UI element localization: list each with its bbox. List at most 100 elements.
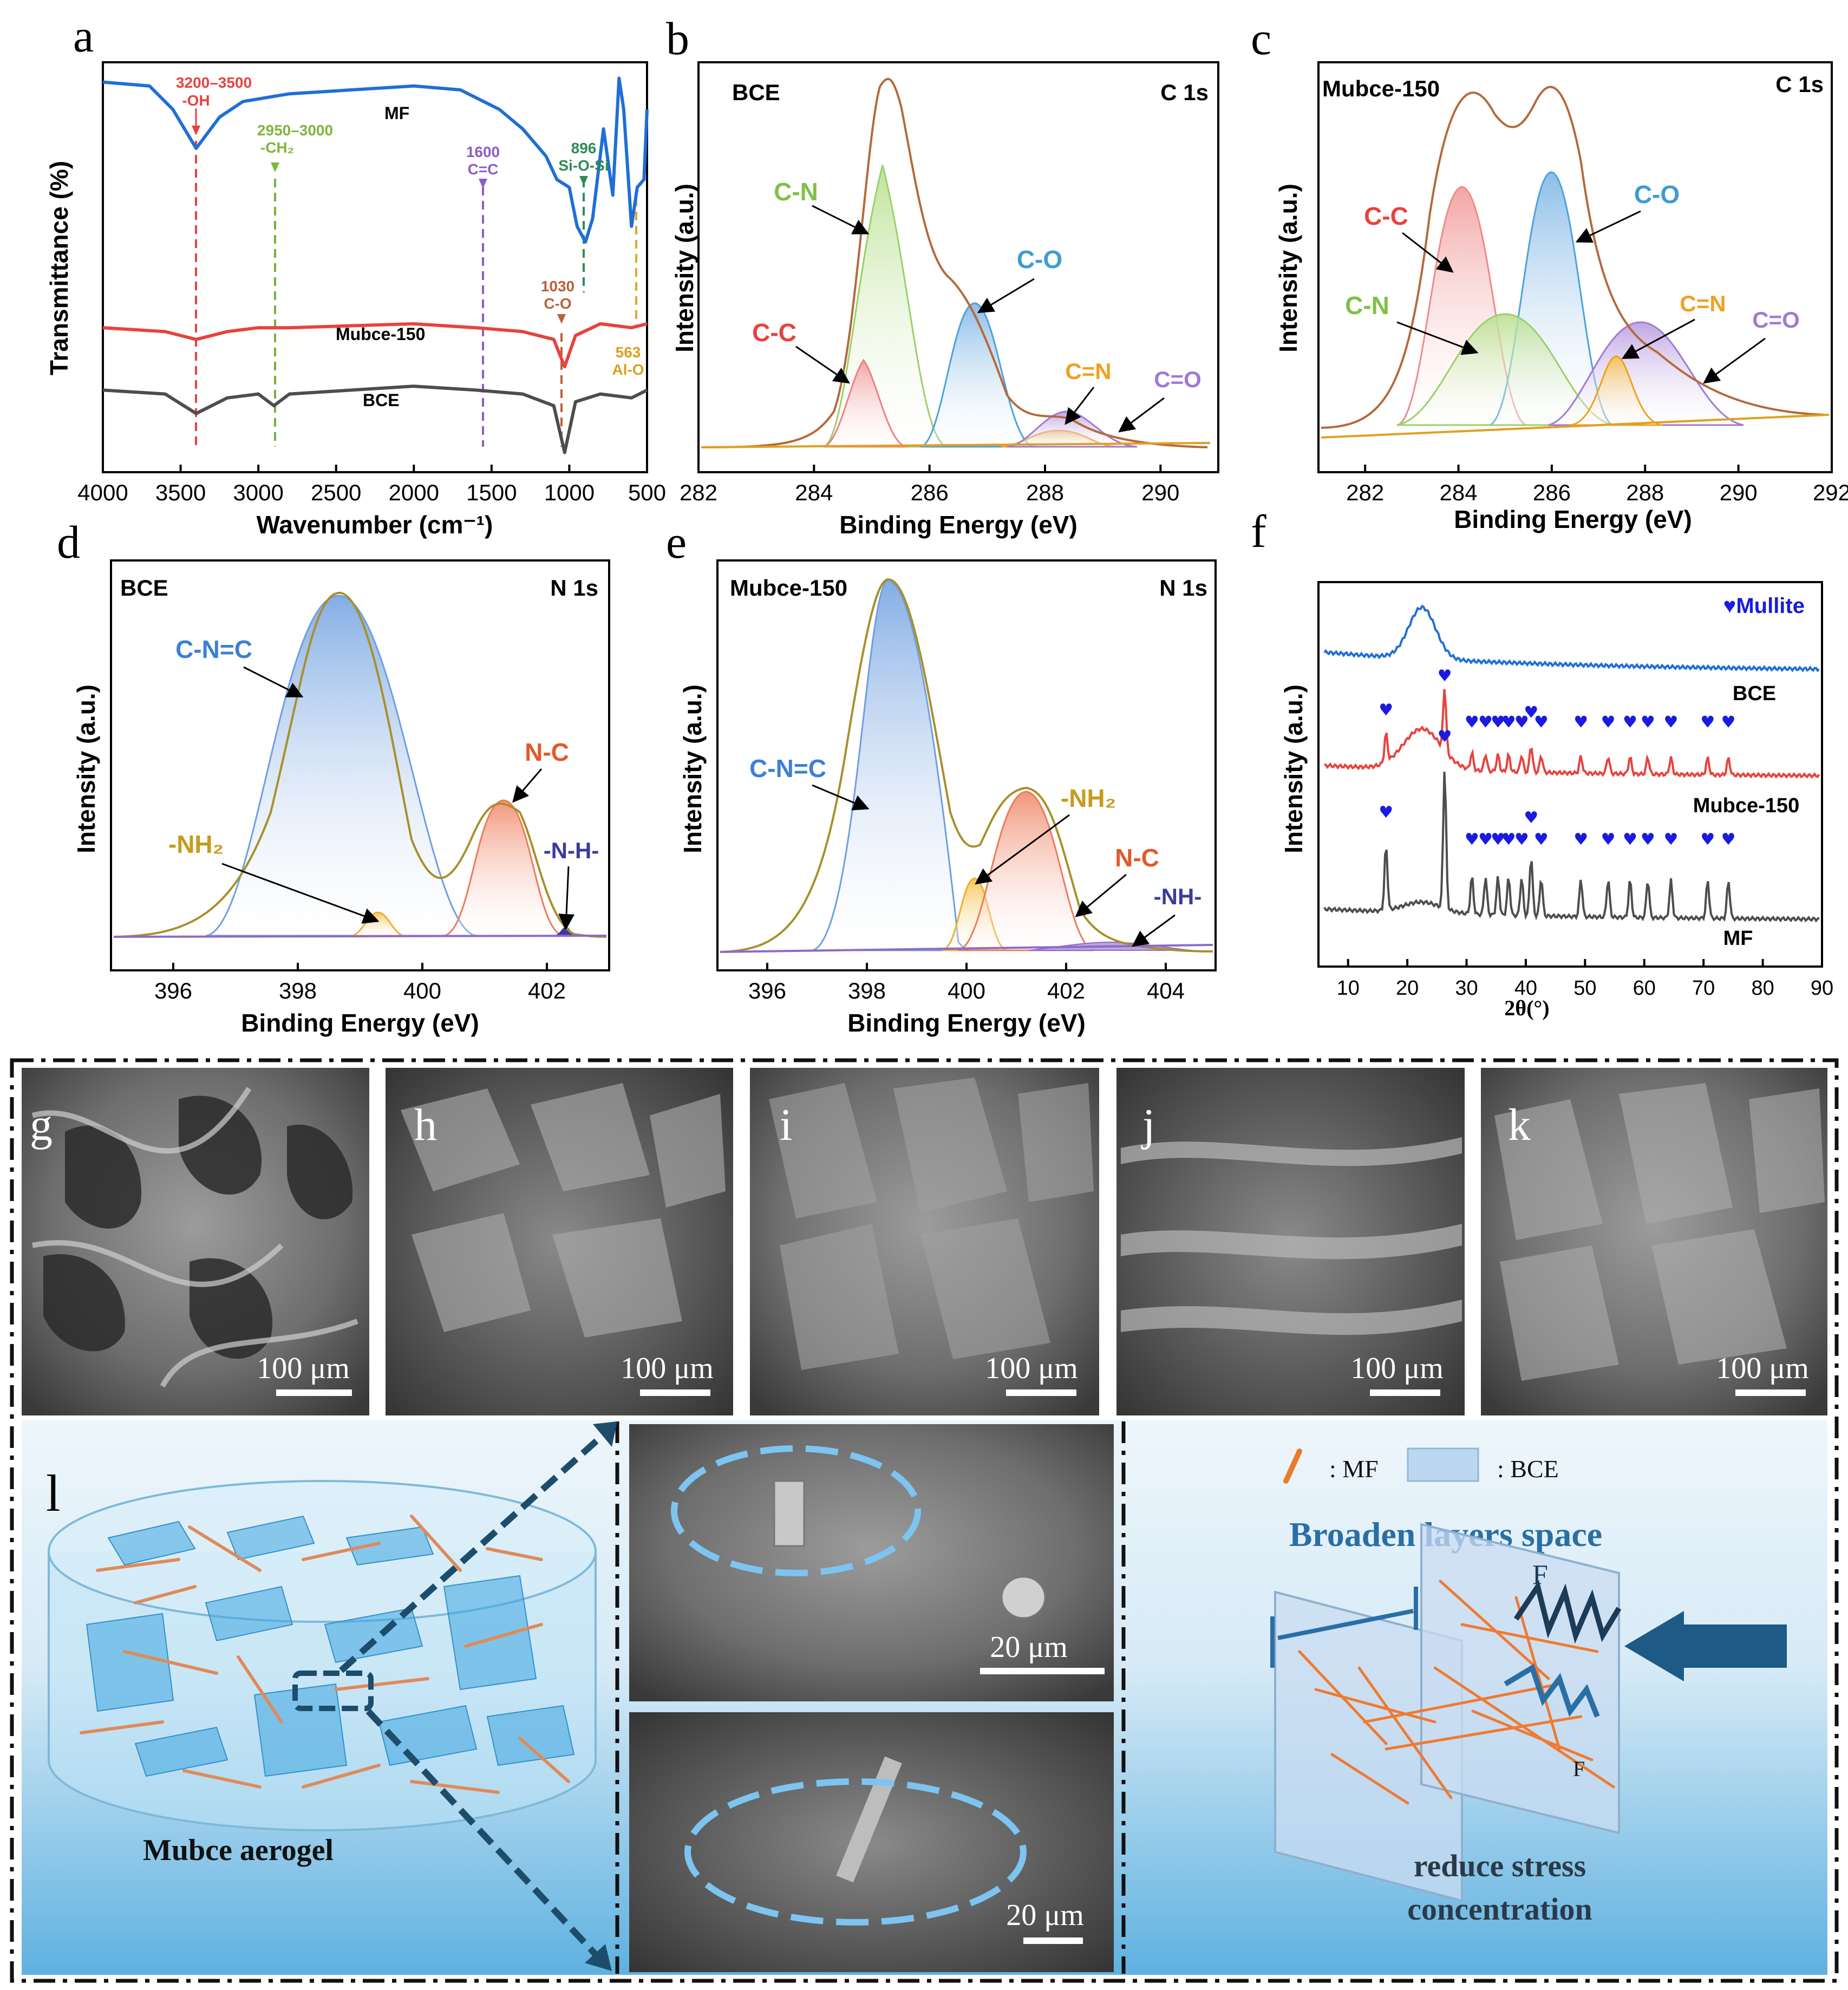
fiber	[1460, 1623, 1599, 1653]
x-tick-label: 400	[948, 978, 985, 1003]
fiber	[302, 1764, 381, 1789]
panel-e-xlabel: Binding Energy (eV)	[847, 1009, 1086, 1037]
panel-f-series	[1323, 604, 1820, 923]
panel-f-mullite-markers: ♥♥♥♥♥♥♥♥♥ ♥ ♥ ♥ ♥ ♥ ♥ ♥♥♥♥♥♥♥♥♥♥ ♥ ♥ ♥ ♥ ♥ ♥ ♥	[1379, 667, 1735, 849]
panel-d-title: BCE	[120, 575, 168, 601]
mullite-marker-icon: ♥	[1438, 667, 1452, 686]
mullite-marker-icon: ♥	[1623, 830, 1637, 849]
peak-b-co	[920, 302, 1035, 448]
sem-scale-text-g: 100 μm	[257, 1352, 350, 1385]
mullite-marker-icon: ♥	[1664, 830, 1679, 849]
panel-d-label-nc: N-C	[525, 738, 569, 766]
sheet	[226, 1515, 315, 1561]
sem-image-i-flakes	[769, 1078, 1094, 1370]
mullite-marker-icon: ♥	[1478, 713, 1493, 732]
panel-f-label-bce: BCE	[1733, 682, 1776, 705]
panel-a-ann-sios-num: 896	[571, 140, 597, 156]
spacing-arrow	[1277, 1609, 1414, 1640]
fiber	[1471, 1710, 1594, 1761]
mullite-marker-icon: ♥	[1700, 830, 1715, 849]
aerogel-cylinder: Mubce aerogel	[48, 1421, 617, 1971]
x-tick-label: 60	[1633, 977, 1656, 1000]
panel-a-ann-ch2-arrowhead	[271, 162, 279, 172]
sem-zoom-bottom-scale-bar	[1023, 1937, 1083, 1944]
panel-letters: a b c d e f	[57, 10, 1271, 568]
zoom-arrowhead-down	[585, 1944, 612, 1971]
sem-letter-g: g	[30, 1100, 53, 1150]
sem-zoom-bottom-bg	[629, 1712, 1114, 1972]
fiber	[334, 1677, 429, 1691]
panel-b-pointer-cn2	[1065, 387, 1095, 425]
panel-a-ylabel: Transmittance (%)	[45, 161, 73, 375]
baseline-b	[701, 442, 1211, 448]
panel-f-label-mubce: Mubce-150	[1693, 794, 1799, 817]
sheet	[86, 1613, 174, 1712]
x-tick-label: 286	[1533, 480, 1571, 505]
panel-d-core: N 1s	[550, 575, 598, 601]
mullite-marker-icon: ♥	[1623, 713, 1637, 732]
panel-a-ann-alo-num: 563	[616, 344, 641, 361]
mullite-marker-icon: ♥	[1501, 713, 1516, 732]
panel-c-ticks: 282 284 286 288 290 292	[1346, 465, 1848, 505]
x-tick-label: 3000	[233, 480, 283, 505]
panel-f-label-mf: MF	[1723, 927, 1753, 950]
mullite-marker-icon: ♥	[1524, 703, 1538, 722]
panel-a-xlabel: Wavenumber (cm⁻¹)	[257, 511, 493, 539]
x-tick-label: 282	[1346, 480, 1384, 505]
x-tick-label: 282	[680, 480, 717, 505]
sem-image-k: k 100 μm	[1481, 1068, 1827, 1415]
sem-image-h-flakes	[401, 1083, 726, 1337]
panel-a-label-bce: BCE	[363, 390, 400, 410]
fiber	[1330, 1753, 1409, 1805]
panel-e-label-cnc: C-N=C	[749, 754, 826, 782]
x-tick-label: 4000	[77, 480, 128, 505]
panel-c-frame	[1317, 61, 1833, 473]
spring-bottom	[1504, 1663, 1600, 1718]
panel-b-label-co2: C=O	[1154, 367, 1201, 392]
panel-a-ann-cc-arrowhead	[479, 179, 487, 188]
panel-b-frame	[697, 61, 1219, 473]
sem-scale-bar-j	[1370, 1389, 1440, 1396]
legend-bce-text: : BCE	[1497, 1455, 1559, 1483]
fiber	[518, 1737, 570, 1783]
panel-c-pointer-co2	[1703, 337, 1766, 384]
x-tick-label: 288	[1626, 480, 1664, 505]
panel-a-ann-sios-arrowhead	[579, 176, 588, 186]
mullite-marker-icon: ♥	[1438, 727, 1452, 746]
zoom-arrow-down	[365, 1708, 604, 1963]
sem-scale-text-h: 100 μm	[621, 1352, 714, 1385]
sem-row: g 100 μm h 100 μm i 100 μm j 100 μm	[10, 1058, 1839, 1983]
panel-f-ylabel: Intensity (a.u.)	[1279, 684, 1308, 853]
panel-a-ticks: 4000 3500 3000 2500 2000 1500 1000 500	[77, 465, 666, 505]
panel-c-label-cn: C-N	[1345, 291, 1389, 319]
sem-zoom-top-scale-text: 20 μm	[990, 1630, 1068, 1664]
fiber	[123, 1650, 218, 1675]
panel-b-title: BCE	[732, 80, 780, 105]
fiber	[410, 1780, 500, 1794]
panel-c-label-cn2: C=N	[1680, 291, 1726, 316]
x-tick-label: 288	[1026, 480, 1064, 505]
panel-c-label-cc: C-C	[1364, 202, 1408, 230]
envelope-e	[720, 578, 1213, 953]
sem-zoom-bottom-highlight	[684, 1778, 1027, 1926]
fiber	[188, 1525, 262, 1572]
mullite-marker-icon: ♥	[1478, 830, 1493, 849]
panel-a-ann-oh-range: 3200–3500	[176, 74, 252, 91]
peak-c-cn2	[1570, 355, 1663, 426]
force-label-top: F	[1532, 1560, 1548, 1590]
sem-scale-bar-h	[640, 1389, 710, 1396]
panel-a-ann-cc-num: 1600	[466, 143, 500, 160]
mechanism-fibers	[1298, 1580, 1615, 1805]
panel-a-label-mubce: Mubce-150	[336, 324, 425, 344]
sheet	[324, 1607, 423, 1663]
baseline-e	[720, 944, 1213, 953]
panel-b-ylabel: Intensity (a.u.)	[670, 184, 698, 353]
sem-image-h: h 100 μm	[386, 1068, 733, 1415]
sheet	[205, 1586, 293, 1642]
panel-d-label-cnc: C-N=C	[175, 635, 252, 663]
fiber	[410, 1515, 462, 1572]
mullite-marker-icon: ♥	[1601, 713, 1616, 732]
sem-zoom-top: 20 μm	[629, 1424, 1114, 1701]
panel-a-frame	[102, 61, 648, 473]
